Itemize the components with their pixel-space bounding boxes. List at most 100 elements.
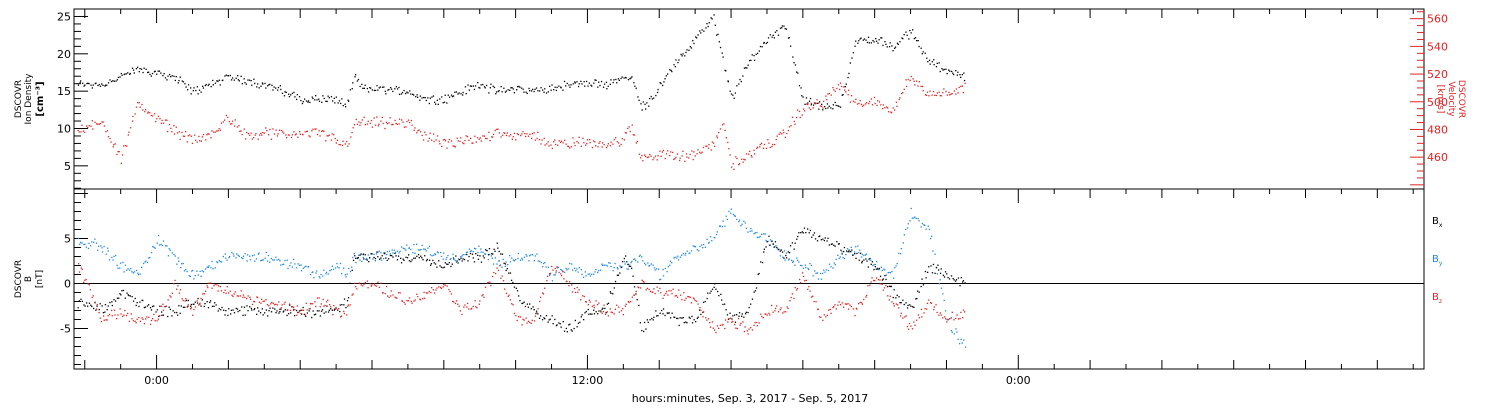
ion-density-series-point [630,77,632,79]
bx-series-point [873,268,875,271]
bx-series-point [717,290,719,293]
ion-density-series-point [660,82,662,85]
ion-density-series-point [235,77,237,79]
velocity-series-point [531,137,533,139]
by-series-point [512,259,514,261]
ion-density-series-point [248,79,251,81]
velocity-series-point [339,144,342,146]
ion-density-series-point [107,82,110,84]
bx-series-point [898,296,900,298]
by-series-point [381,259,383,261]
velocity-series-point [200,140,202,142]
ion-density-series-point [847,76,849,79]
velocity-series-point [529,133,531,135]
bx-series-point [402,258,404,260]
ion-density-series-point [681,55,683,57]
bz-series-point [423,297,426,299]
by-series-point [914,216,916,218]
by-series-point [953,333,955,335]
bz-series-point [694,299,696,302]
bx-series-point [331,309,333,311]
bz-series-point [208,282,210,284]
bz-series-point [378,286,381,288]
ion-density-series-point [743,67,746,69]
by-series-point [149,256,151,259]
bx-series-point [268,310,270,312]
velocity-series-point [107,136,110,138]
ion-density-series-point [675,59,677,61]
velocity-series-point [276,135,279,137]
bz-series-point [229,290,231,292]
bx-series-point [171,315,173,317]
bx-series-point [121,290,123,292]
ion-density-series-point [935,66,938,68]
velocity-series-point [468,139,470,141]
velocity-series-point [160,122,162,124]
bz-series-point [829,308,831,311]
velocity-series-point [350,136,352,138]
ion-density-series-point [254,82,256,85]
bx-series-point [861,262,863,264]
bx-series-point [400,262,403,264]
velocity-series-point [884,107,886,109]
bx-series-point [932,263,935,266]
bz-series-point [138,316,140,319]
velocity-series-point [914,84,916,86]
ion-density-series-point [451,95,454,98]
bz-series-point [936,311,938,314]
by-series-point [529,255,531,257]
bx-series-point [823,239,825,242]
bx-series-point [132,300,135,302]
by-series-point [893,277,895,279]
ion-density-series-point [885,43,887,45]
bx-series-point [593,309,595,311]
ion-density-series-point [495,91,498,93]
by-series-point [915,217,917,220]
bz-series-point [261,298,263,300]
bx-series-point [700,313,702,316]
bz-series-point [539,300,541,303]
ion-density-series-point [851,57,853,59]
ion-density-series-point [82,82,84,84]
bx-series-point [446,263,448,265]
bx-series-point [863,259,865,261]
velocity-series-point [406,120,408,123]
by-series-point [399,250,401,252]
by-series-point [484,253,487,255]
bx-series-point [763,248,765,250]
bx-series-point [540,315,542,317]
ion-density-series-point [588,82,590,84]
by-series-point [726,218,728,221]
bz-series-point [780,307,782,309]
by-series-point [117,267,119,269]
by-series-point [341,272,343,275]
bx-series-point [151,305,154,308]
ion-density-series-point [262,83,264,85]
bx-series-point [566,331,568,333]
bz-series-point [665,292,667,295]
bz-series-point [873,279,875,282]
bz-series-point [319,306,321,308]
by-series-point [352,256,354,259]
velocity-series-point [723,123,725,125]
bx-series-point [568,324,570,326]
bx-series-point [940,268,942,270]
bx-series-point [819,235,821,237]
bx-series-point [326,305,328,307]
bx-series-point [623,257,625,260]
ion-density-series-point [210,86,212,88]
bz-series-point [124,309,126,312]
ion-density-series-point [526,92,528,95]
bx-series-point [922,284,925,286]
bz-series-point [911,328,914,330]
by-series-point [509,261,512,263]
ion-density-series-point [714,24,716,26]
by-series-point [290,262,292,264]
ion-density-series-point [742,75,744,77]
velocity-series-point [843,86,845,88]
by-series-point [188,275,190,277]
by-series-point [343,267,345,269]
bz-series-point [454,302,457,305]
bx-series-point [771,240,773,242]
velocity-series-point [582,137,584,139]
